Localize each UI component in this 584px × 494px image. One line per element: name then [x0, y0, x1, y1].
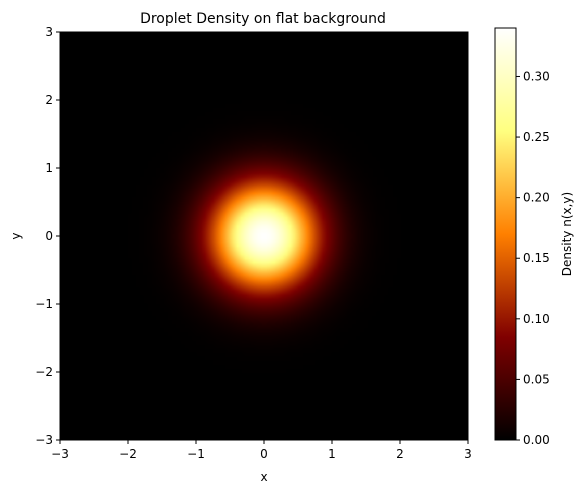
y-tick-label: −1 — [35, 297, 53, 311]
x-tick-label: 2 — [396, 447, 404, 461]
colorbar-label: Density n(x,y) — [560, 192, 574, 276]
x-tick-label: −3 — [51, 447, 69, 461]
colorbar-tick-label: 0.30 — [523, 69, 550, 83]
x-tick-label: −1 — [187, 447, 205, 461]
y-tick-label: 2 — [45, 93, 53, 107]
x-tick-label: 0 — [260, 447, 268, 461]
x-tick-label: 3 — [464, 447, 472, 461]
y-axis-ticks: −3 −2 −1 0 1 2 3 — [35, 25, 60, 447]
colorbar-tick-label: 0.10 — [523, 312, 550, 326]
colorbar-tick-label: 0.25 — [523, 130, 550, 144]
y-tick-label: 3 — [45, 25, 53, 39]
heatmap-plot-area — [59, 31, 469, 441]
colorbar: 0.00 0.05 0.10 0.15 0.20 0.25 0.30 — [494, 27, 550, 447]
y-tick-label: −2 — [35, 365, 53, 379]
y-tick-label: −3 — [35, 433, 53, 447]
colorbar-ticks: 0.00 0.05 0.10 0.15 0.20 0.25 0.30 — [516, 69, 550, 447]
y-axis-label: y — [9, 232, 23, 239]
x-axis-label: x — [260, 470, 267, 484]
colorbar-tick-label: 0.15 — [523, 251, 550, 265]
colorbar-tick-label: 0.00 — [523, 433, 550, 447]
x-tick-label: −2 — [119, 447, 137, 461]
x-axis-ticks: −3 −2 −1 0 1 2 3 — [51, 440, 472, 461]
colorbar-tick-label: 0.05 — [523, 372, 550, 386]
colorbar-tick-label: 0.20 — [523, 191, 550, 205]
y-tick-label: 0 — [45, 229, 53, 243]
colorbar-gradient — [494, 27, 517, 441]
y-tick-label: 1 — [45, 161, 53, 175]
chart-title: Droplet Density on flat background — [140, 11, 386, 27]
density-heatmap — [60, 32, 468, 440]
x-tick-label: 1 — [328, 447, 336, 461]
